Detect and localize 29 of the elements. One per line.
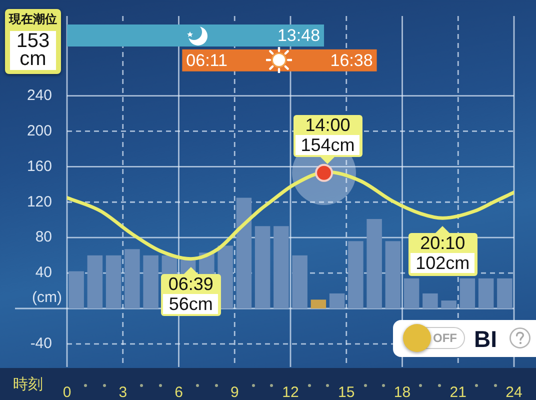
x-tick-label: 3 [118, 384, 128, 400]
y-tick-label: 240 [26, 86, 52, 104]
annotation: OFF [433, 331, 457, 345]
x-tick-label: 9 [230, 384, 239, 400]
y-tick-label: 160 [26, 158, 52, 175]
y-tick-label: -40 [30, 335, 52, 352]
x-tick-label: 24 [506, 384, 522, 400]
x-tick-label: 21 [450, 384, 466, 400]
y-tick-label: 120 [26, 193, 52, 210]
annotation: 06:11 [186, 51, 228, 70]
annotation: 13:48 [277, 26, 320, 46]
control-panel: OFF BI [393, 320, 536, 357]
x-tick-label: 0 [62, 384, 72, 400]
x-tick-label: 15 [338, 384, 355, 400]
annotation: 16:38 [330, 51, 373, 70]
y-axis-title: (cm) [32, 289, 62, 306]
y-tick-label: 40 [35, 264, 52, 282]
annotation: BI [474, 326, 497, 352]
annotation: 06:39 56cm [163, 274, 218, 314]
x-tick-label: 12 [282, 384, 299, 400]
y-tick-label: 200 [26, 122, 52, 140]
y-tick-label: 80 [35, 228, 52, 246]
annotation: 14:00 154cm [296, 114, 360, 154]
readout-card: 現在潮位 153 cm [5, 9, 61, 74]
x-tick-label: 6 [174, 384, 183, 400]
x-axis-title: 時刻 [13, 376, 43, 394]
annotation: 20:10 102cm [410, 233, 475, 274]
x-tick-label: 18 [394, 384, 411, 400]
chart-title: 現在潮位 [8, 12, 58, 26]
